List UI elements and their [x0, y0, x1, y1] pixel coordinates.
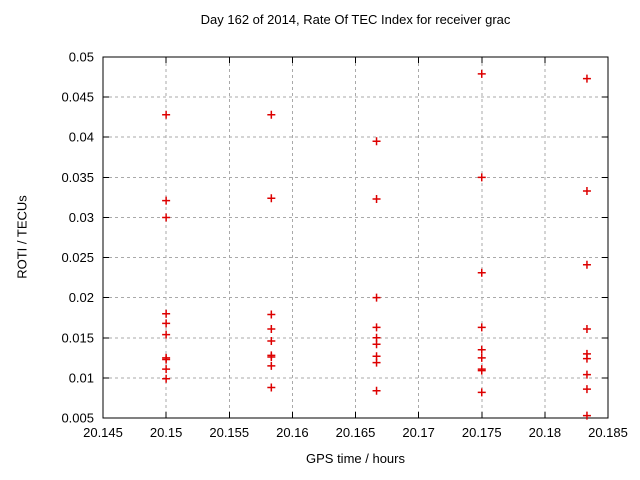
x-tick-label: 20.165 — [336, 425, 376, 440]
data-point-marker — [372, 194, 381, 203]
data-point-marker — [372, 386, 381, 395]
data-point-marker — [582, 260, 591, 269]
data-point-marker — [267, 110, 276, 119]
y-tick-label: 0.05 — [69, 50, 94, 65]
y-tick-label: 0.015 — [61, 330, 94, 345]
x-tick-label: 20.17 — [402, 425, 435, 440]
data-point-marker — [477, 268, 486, 277]
data-point-marker — [372, 293, 381, 302]
data-point-marker — [372, 323, 381, 332]
x-tick-label: 20.18 — [529, 425, 562, 440]
x-tick-label: 20.145 — [83, 425, 123, 440]
data-point-marker — [267, 336, 276, 345]
data-point-marker — [162, 330, 171, 339]
data-point-marker — [477, 323, 486, 332]
data-point-marker — [372, 340, 381, 349]
data-point-marker — [477, 353, 486, 362]
y-tick-label: 0.02 — [69, 290, 94, 305]
data-point-marker — [267, 194, 276, 203]
data-point-marker — [267, 383, 276, 392]
y-tick-label: 0.035 — [61, 170, 94, 185]
y-tick-label: 0.045 — [61, 90, 94, 105]
data-point-marker — [582, 186, 591, 195]
x-tick-label: 20.15 — [150, 425, 183, 440]
data-point-marker — [162, 110, 171, 119]
data-point-marker — [162, 365, 171, 374]
y-tick-label: 0.01 — [69, 370, 94, 385]
data-point-marker — [162, 309, 171, 318]
data-point-marker — [267, 361, 276, 370]
data-point-marker — [162, 374, 171, 383]
data-point-marker — [267, 310, 276, 319]
data-point-marker — [582, 324, 591, 333]
data-point-marker — [477, 388, 486, 397]
y-tick-label: 0.03 — [69, 210, 94, 225]
data-point-marker — [582, 385, 591, 394]
data-point-marker — [162, 196, 171, 205]
x-tick-label: 20.16 — [276, 425, 309, 440]
x-axis-title: GPS time / hours — [306, 451, 405, 466]
data-point-marker — [477, 345, 486, 354]
data-point-marker — [477, 69, 486, 78]
data-point-marker — [162, 319, 171, 328]
x-tick-label: 20.175 — [462, 425, 502, 440]
data-point-marker — [372, 137, 381, 146]
data-point-marker — [162, 355, 171, 364]
data-point-marker — [267, 324, 276, 333]
y-tick-label: 0.005 — [61, 411, 94, 426]
data-point-marker — [582, 354, 591, 363]
data-point-marker — [477, 173, 486, 182]
chart-title: Day 162 of 2014, Rate Of TEC Index for r… — [200, 12, 511, 27]
data-point-marker — [582, 74, 591, 83]
data-point-marker — [582, 411, 591, 420]
data-point-marker — [582, 370, 591, 379]
y-tick-label: 0.025 — [61, 250, 94, 265]
y-tick-label: 0.04 — [69, 130, 94, 145]
data-point-marker — [477, 366, 486, 375]
data-point-marker — [372, 358, 381, 367]
x-tick-label: 20.185 — [588, 425, 628, 440]
data-point-marker — [162, 213, 171, 222]
data-point-marker — [267, 353, 276, 362]
x-tick-label: 20.155 — [209, 425, 249, 440]
